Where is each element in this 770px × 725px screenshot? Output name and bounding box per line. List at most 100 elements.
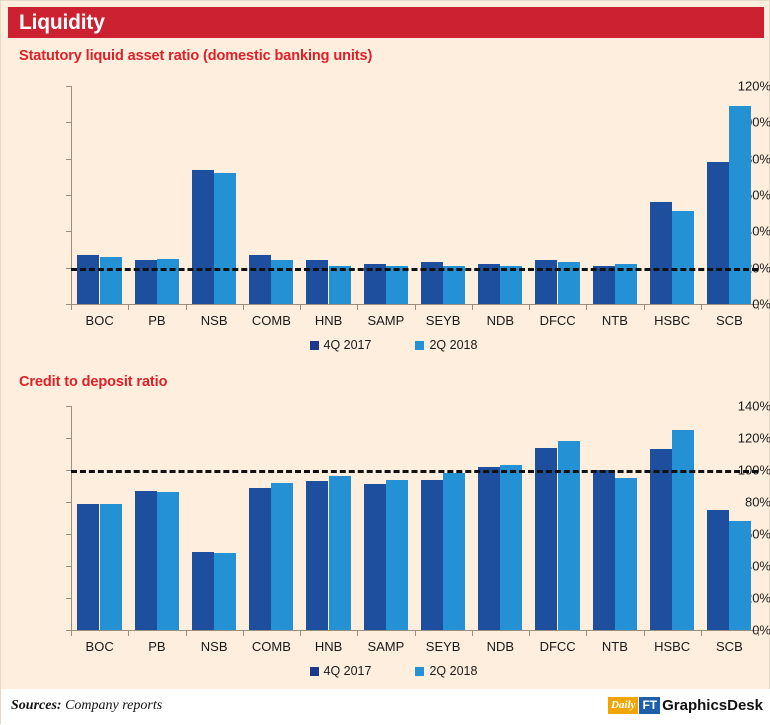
bar xyxy=(557,441,580,630)
bar xyxy=(672,211,695,304)
bar xyxy=(328,476,351,630)
legend-label: 4Q 2017 xyxy=(323,664,372,678)
x-axis-label: SAMP xyxy=(367,313,405,328)
x-axis-label: NTB xyxy=(601,313,628,328)
x-axis-label: BOC xyxy=(85,639,114,654)
bar xyxy=(99,503,122,630)
reference-line xyxy=(71,267,758,271)
bar xyxy=(214,173,237,304)
x-tick-mark xyxy=(185,305,187,310)
x-axis-label: DFCC xyxy=(539,639,576,654)
bar xyxy=(99,256,122,304)
x-tick-mark xyxy=(758,631,759,636)
bar xyxy=(707,162,730,304)
x-tick-mark xyxy=(128,305,130,310)
x-axis-label: NDB xyxy=(486,313,515,328)
chart-title-top: Statutory liquid asset ratio (domestic b… xyxy=(19,48,373,64)
bar xyxy=(191,169,214,304)
y-tick-mark xyxy=(66,195,71,196)
x-axis-label: PB xyxy=(148,639,166,654)
y-tick-label: 120% xyxy=(737,430,770,446)
x-tick-mark xyxy=(300,631,301,636)
x-tick-mark xyxy=(71,305,72,310)
x-axis-label: HNB xyxy=(314,313,343,328)
bar xyxy=(500,265,523,304)
bar xyxy=(385,265,408,304)
y-tick-mark xyxy=(66,502,71,503)
x-tick-mark xyxy=(242,631,244,636)
legend-item: 4Q 2017 xyxy=(309,664,372,678)
y-tick-mark xyxy=(66,158,71,160)
y-tick-mark xyxy=(66,304,71,305)
x-tick-mark xyxy=(758,305,759,310)
x-axis-label: NDB xyxy=(486,639,515,654)
x-tick-mark xyxy=(700,305,702,310)
bar xyxy=(271,260,294,304)
bar xyxy=(649,202,672,304)
x-axis-label: COMB xyxy=(251,313,291,328)
y-tick-mark xyxy=(66,470,71,471)
y-tick-mark xyxy=(66,406,71,407)
legend-item: 2Q 2018 xyxy=(415,664,477,678)
bar xyxy=(385,479,408,630)
bar xyxy=(134,490,157,630)
y-tick-label: 0% xyxy=(752,622,770,638)
y-tick-label: 0% xyxy=(752,296,770,312)
chart-legend: 4Q 2017 2Q 2018 xyxy=(309,338,477,352)
x-tick-mark xyxy=(643,631,645,636)
page-title: Liquidity xyxy=(19,11,105,34)
x-axis-label: COMB xyxy=(251,639,291,654)
bar xyxy=(478,264,501,304)
x-tick-mark xyxy=(643,305,645,310)
x-tick-mark xyxy=(242,305,244,310)
chart-credit-to-deposit-ratio: 0% 20% 40% 60% 80% 100% 120% 140% BOC PB NSB COMB HN… xyxy=(1,397,770,697)
bar xyxy=(328,265,351,304)
x-tick-mark xyxy=(414,631,416,636)
legend-swatch-icon xyxy=(415,340,425,350)
bar xyxy=(420,262,443,304)
y-tick-mark xyxy=(66,630,71,631)
x-tick-mark xyxy=(586,631,588,636)
bar xyxy=(306,260,329,304)
legend-swatch-icon xyxy=(309,666,319,676)
footer: Sources: Company reports Daily FT Graphi… xyxy=(1,689,770,725)
x-axis-label: DFCC xyxy=(539,313,576,328)
header-bar: Liquidity xyxy=(8,7,764,38)
sources-value: Company reports xyxy=(65,698,163,713)
bar xyxy=(420,479,443,630)
reference-line xyxy=(71,470,758,473)
x-axis-label: SCB xyxy=(716,639,743,654)
bar xyxy=(614,264,637,304)
y-tick-mark xyxy=(66,122,71,124)
bar xyxy=(535,447,558,630)
x-tick-mark xyxy=(529,631,530,636)
bar xyxy=(592,470,615,630)
x-axis-label: SEYB xyxy=(425,639,461,654)
x-tick-mark xyxy=(586,305,588,310)
y-tick-mark xyxy=(66,566,71,567)
brand-graphicsdesk-label: GraphicsDesk xyxy=(662,696,763,714)
brand-logo: Daily FT GraphicsDesk xyxy=(607,695,763,715)
x-tick-mark xyxy=(71,631,72,636)
chart-title-bottom: Credit to deposit ratio xyxy=(19,374,168,390)
brand-daily-badge: Daily xyxy=(607,696,639,714)
x-tick-mark xyxy=(357,305,359,310)
bar xyxy=(707,510,730,630)
x-tick-mark xyxy=(300,305,301,310)
x-tick-mark xyxy=(471,631,473,636)
x-axis-label: HNB xyxy=(314,639,343,654)
bar xyxy=(191,551,214,630)
x-tick-mark xyxy=(414,305,416,310)
y-tick-mark xyxy=(66,598,71,599)
x-tick-mark xyxy=(357,631,359,636)
chart-legend: 4Q 2017 2Q 2018 xyxy=(309,664,477,678)
x-axis-label: HSBC xyxy=(654,639,691,654)
bar xyxy=(649,449,672,630)
bar xyxy=(592,265,615,304)
legend-swatch-icon xyxy=(415,666,425,676)
y-tick-mark xyxy=(66,231,71,233)
bar xyxy=(672,430,695,630)
bar xyxy=(729,521,752,630)
bar xyxy=(306,481,329,630)
